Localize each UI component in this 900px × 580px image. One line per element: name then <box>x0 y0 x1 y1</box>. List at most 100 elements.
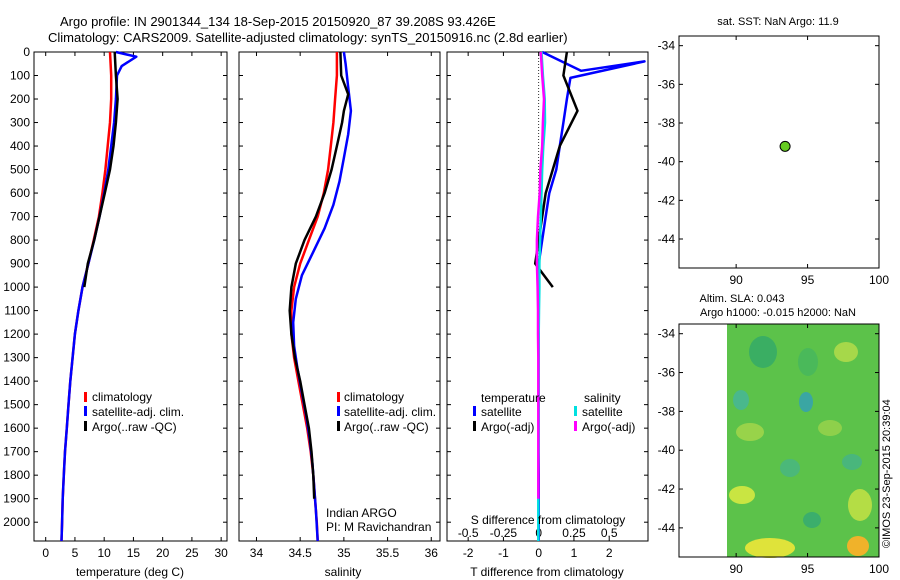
heat-blob <box>818 420 842 436</box>
ytick-label: 600 <box>10 186 30 200</box>
xtick-label: 0 <box>535 546 542 560</box>
salinity-axes-frame <box>238 51 441 542</box>
xtick-label: -2 <box>463 546 474 560</box>
xtick-label: 35 <box>337 546 351 560</box>
xtick-label: -1 <box>498 546 509 560</box>
salinity-xlabel: salinity <box>325 565 362 579</box>
legend-swatch-climatology <box>337 392 340 402</box>
legend-label-climatology: climatology <box>344 390 404 404</box>
heat-blob <box>842 454 862 470</box>
ytick-label: 0 <box>23 45 30 59</box>
ytick-label: 900 <box>10 257 30 271</box>
temperature-legend: climatology satellite-adj. clim. Argo(..… <box>84 390 184 434</box>
legend-label-argo: Argo(..raw -QC) <box>344 420 429 434</box>
sla-map-ticks: -34 -36 -38 -40 -42 -44 90 95 100 <box>658 324 889 576</box>
series-line <box>535 51 546 499</box>
heat-blob <box>729 486 755 504</box>
salinity-series <box>288 51 353 542</box>
ytick-label: 800 <box>10 233 30 247</box>
temperature-profile-panel: 0100200300400500600700800900100011001200… <box>3 45 228 579</box>
series-line <box>288 51 350 499</box>
xtick2-label: -0.5 <box>458 526 479 540</box>
xtick-label: 10 <box>98 546 112 560</box>
heat-blob <box>745 538 795 558</box>
sla-map-frame <box>678 323 880 558</box>
ytick-label: -42 <box>658 193 676 207</box>
ytick-label: 1000 <box>3 280 30 294</box>
xtick-label: 34 <box>250 546 264 560</box>
legend-swatch-satellite <box>84 406 87 416</box>
ytick-label: 200 <box>10 92 30 106</box>
difference-ticks: -2 -1 0 1 2-0.5 -0.25 0 0.25 0.5 <box>447 51 648 560</box>
series-line <box>537 50 646 541</box>
xtick-label: 36 <box>425 546 439 560</box>
ytick-label: -34 <box>658 39 676 53</box>
ytick-label: 1300 <box>3 351 30 365</box>
legend-header-salinity: salinity <box>584 391 621 405</box>
legend-swatch-argo <box>84 421 87 431</box>
legend-label-sal-argo: Argo(-adj) <box>582 420 635 434</box>
ytick-label: 1400 <box>3 374 30 388</box>
xtick-label: 0 <box>42 546 49 560</box>
heat-blob <box>749 336 777 368</box>
heat-blob <box>834 342 858 362</box>
ytick-label: 400 <box>10 139 30 153</box>
ytick-label: 1700 <box>3 445 30 459</box>
legend-label-sal-satellite: satellite <box>582 405 623 419</box>
difference-xlabel2: S difference from climatology <box>471 513 626 527</box>
legend-swatch-satellite <box>337 406 340 416</box>
heat-blob <box>803 512 821 528</box>
xtick-label: 35.5 <box>376 546 400 560</box>
series-line <box>83 51 119 288</box>
xtick-label: 25 <box>185 546 199 560</box>
legend-label-climatology: climatology <box>92 390 152 404</box>
ytick-label: -40 <box>658 155 676 169</box>
map-bottom-title2: Argo h1000: -0.015 h2000: NaN <box>700 307 856 319</box>
series-line <box>60 51 113 542</box>
legend-label-temp-satellite: satellite <box>481 405 522 419</box>
heat-blob <box>798 348 818 376</box>
ytick-label: 500 <box>10 163 30 177</box>
xtick-label: 5 <box>72 546 79 560</box>
legend-swatch-sal-satellite <box>574 406 577 416</box>
salinity-legend: climatology satellite-adj. clim. Argo(..… <box>337 390 436 434</box>
xtick-label: 34.5 <box>288 546 312 560</box>
position-map-ticks: -34 -36 -38 -40 -42 -44 90 95 100 <box>658 36 889 287</box>
salinity-note-line2: PI: M Ravichandran <box>326 520 431 534</box>
title-line1: Argo profile: IN 2901344_134 18-Sep-2015… <box>60 14 496 29</box>
xtick2-label: 0.25 <box>562 526 586 540</box>
legend-label-argo: Argo(..raw -QC) <box>92 420 177 434</box>
ytick-label: -42 <box>658 482 676 496</box>
sla-heatmap <box>727 324 879 558</box>
salinity-note-line1: Indian ARGO <box>326 506 397 520</box>
map-top-title: sat. SST: NaN Argo: 11.9 <box>717 16 838 28</box>
difference-legend: temperature salinity satellite Argo(-adj… <box>473 391 635 434</box>
xtick-label: 95 <box>801 273 815 287</box>
temperature-series <box>60 50 138 542</box>
ytick-label: 1200 <box>3 327 30 341</box>
legend-label-satellite: satellite-adj. clim. <box>92 405 184 419</box>
series-line <box>60 50 138 542</box>
footer-vertical-stamp: ©IMOS 23-Sep-2015 20:39:04 <box>881 399 893 548</box>
temperature-ticks: 0100200300400500600700800900100011001200… <box>3 45 228 560</box>
difference-xlabel: T difference from climatology <box>470 565 624 579</box>
position-map-points <box>779 140 791 152</box>
heat-blob <box>780 459 800 477</box>
ytick-label: 1600 <box>3 421 30 435</box>
ytick-label: -38 <box>658 116 676 130</box>
difference-axes-frame <box>446 51 649 542</box>
heat-blob <box>733 390 749 410</box>
xtick-label: 90 <box>729 562 743 576</box>
difference-series <box>533 50 646 541</box>
temperature-axes-frame <box>33 51 228 542</box>
legend-swatch-sal-argo <box>574 421 577 431</box>
xtick-label: 90 <box>729 273 743 287</box>
title-line2: Climatology: CARS2009. Satellite-adjuste… <box>48 30 568 45</box>
xtick-label: 20 <box>156 546 170 560</box>
difference-panel: -2 -1 0 1 2-0.5 -0.25 0 0.25 0.5 T difference fr… <box>446 50 649 579</box>
position-map-frame <box>678 35 880 269</box>
heat-blob <box>847 536 869 556</box>
temperature-xlabel: temperature (deg C) <box>76 565 184 579</box>
position-map-panel: sat. SST: NaN Argo: 11.9 -34 -36 -38 -40 -42… <box>658 16 890 287</box>
